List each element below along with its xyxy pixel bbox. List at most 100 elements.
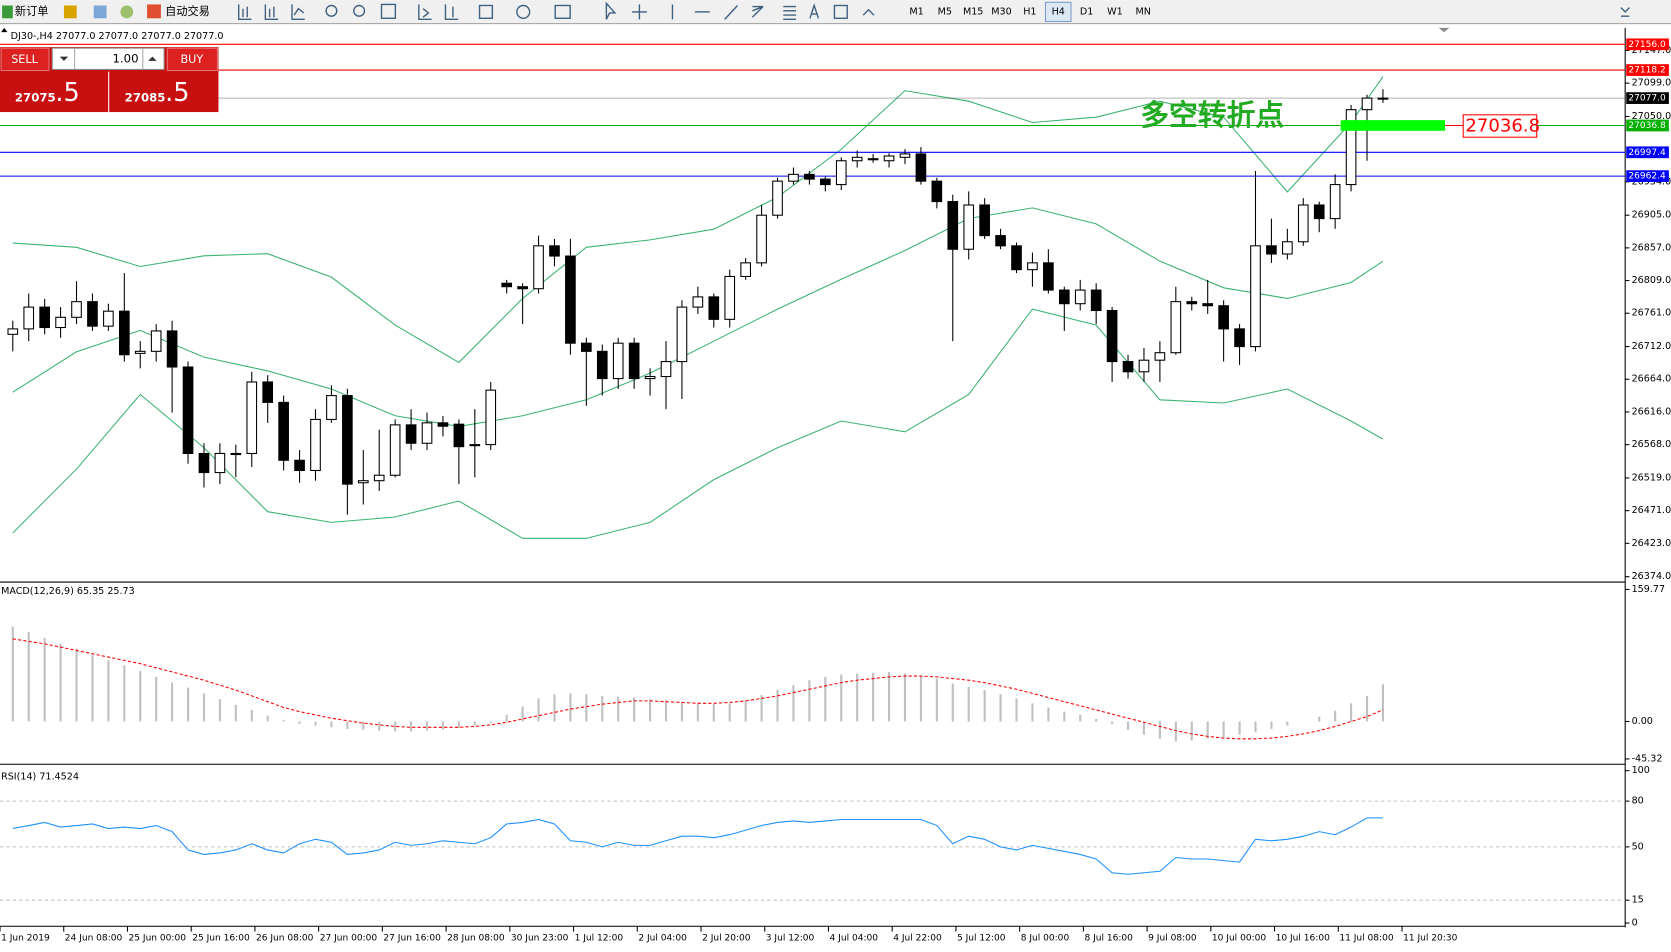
auto-trade-button[interactable]: 自动交易: [165, 4, 210, 18]
icon[interactable]: [120, 5, 134, 19]
timeframe-button[interactable]: M5: [938, 6, 952, 17]
lot-input[interactable]: [51, 47, 165, 70]
lot-value[interactable]: 1.00: [112, 51, 138, 65]
candle-body: [867, 158, 879, 161]
candle-body: [533, 245, 544, 290]
candle-body: [39, 306, 50, 329]
y-tick-label: 50: [1632, 841, 1644, 852]
sell-price-pips[interactable]: .5: [55, 78, 79, 108]
candle-body: [469, 444, 481, 447]
candle-body: [596, 350, 608, 380]
sell-label[interactable]: SELL: [11, 53, 38, 66]
price-level-tag: [1626, 92, 1669, 104]
icon[interactable]: [444, 4, 459, 21]
icon[interactable]: [724, 5, 738, 20]
auto-trade-icon[interactable]: [147, 4, 161, 19]
candle-body: [1106, 309, 1118, 363]
candle-body: [915, 153, 927, 182]
sell-button[interactable]: [0, 47, 50, 72]
y-tick-label: 80: [1632, 796, 1644, 807]
candle-body: [995, 235, 1006, 247]
icon[interactable]: [478, 4, 494, 19]
icon[interactable]: [631, 4, 647, 20]
timeframe-button[interactable]: W1: [1107, 6, 1123, 17]
candle-body: [708, 296, 720, 320]
timeframe-button[interactable]: H1: [1023, 6, 1036, 17]
y-tick-label: 15: [1632, 895, 1644, 906]
timeframe-button[interactable]: D1: [1080, 6, 1093, 17]
y-tick-label: 26761.0: [1632, 308, 1671, 319]
tool-icons: [238, 1, 1630, 21]
candle-body: [1234, 328, 1245, 348]
y-tick-label: 26471.0: [1632, 505, 1671, 516]
candle-body: [740, 262, 751, 277]
icon[interactable]: [1620, 7, 1630, 17]
new-order-icon[interactable]: [2, 5, 13, 19]
timeframe-button[interactable]: M1: [909, 6, 923, 17]
icon[interactable]: [783, 5, 797, 21]
candle-body: [1345, 109, 1357, 186]
candle-body: [230, 452, 242, 456]
icon[interactable]: [238, 4, 252, 21]
icon[interactable]: [264, 4, 279, 21]
buy-price[interactable]: 27085: [125, 91, 166, 105]
x-tick-label: 11 Jul 08:00: [1339, 933, 1393, 943]
icon[interactable]: [63, 5, 77, 19]
y-tick-label: 26857.0: [1632, 242, 1671, 253]
icon[interactable]: [516, 4, 531, 19]
lot-down[interactable]: [59, 56, 69, 61]
timeframe-button[interactable]: M30: [991, 6, 1011, 17]
x-tick-label: 4 Jul 22:00: [893, 933, 942, 943]
candle-body: [1313, 204, 1325, 220]
x-tick-label: 24 Jun 08:00: [65, 933, 123, 943]
buy-button[interactable]: [166, 47, 218, 72]
buy-price-pips[interactable]: .5: [165, 78, 189, 108]
candle-body: [1186, 301, 1198, 305]
price-level-label: 26997.4: [1628, 148, 1666, 158]
candle-body: [373, 474, 385, 482]
candle-body: [819, 178, 831, 186]
candle-body: [1011, 245, 1022, 271]
y-tick-label: 27147.0: [1632, 45, 1671, 56]
timeframe-bar: M1 M5 M15 M30 H1 H4 D1 W1 MN: [909, 1, 1151, 23]
icon[interactable]: [809, 3, 820, 19]
icon[interactable]: [291, 4, 305, 21]
icon[interactable]: [380, 3, 397, 19]
icon[interactable]: [418, 4, 432, 21]
icon[interactable]: [862, 8, 875, 16]
toolbar-bg: [0, 0, 1671, 24]
buy-label[interactable]: BUY: [180, 53, 203, 66]
x-tick-label: 8 Jul 16:00: [1084, 933, 1133, 943]
annotation-price-box: [1462, 114, 1538, 138]
timeframe-button[interactable]: M15: [963, 6, 983, 17]
icon[interactable]: [93, 5, 107, 19]
timeframe-button[interactable]: MN: [1136, 6, 1151, 17]
candle-body: [851, 156, 863, 162]
candle-body: [1074, 289, 1086, 305]
macd-signal: [12, 638, 1384, 740]
candle-body: [1027, 262, 1038, 271]
candle-body: [246, 381, 258, 454]
candle-body: [724, 275, 736, 320]
x-tick-label: 1 Jul 12:00: [575, 933, 624, 943]
candle-body: [1122, 361, 1134, 373]
icon[interactable]: [605, 1, 617, 20]
new-order-button[interactable]: 新订单: [15, 4, 49, 18]
icon[interactable]: [751, 5, 764, 18]
candle-body: [182, 366, 194, 454]
candle-body: [1090, 289, 1102, 312]
icon[interactable]: [833, 4, 848, 19]
candle-body: [453, 423, 465, 448]
collapse-arrow[interactable]: [1, 27, 8, 33]
icon[interactable]: [353, 4, 366, 17]
candle-body: [278, 401, 289, 461]
lot-up[interactable]: [148, 56, 157, 61]
sell-price[interactable]: 27075: [15, 91, 56, 105]
icon[interactable]: [554, 4, 571, 19]
icon[interactable]: [325, 4, 338, 17]
x-tick-label: 2 Jul 04:00: [638, 933, 687, 943]
candle-body: [1282, 241, 1293, 255]
timeframe-button[interactable]: H4: [1052, 6, 1065, 17]
